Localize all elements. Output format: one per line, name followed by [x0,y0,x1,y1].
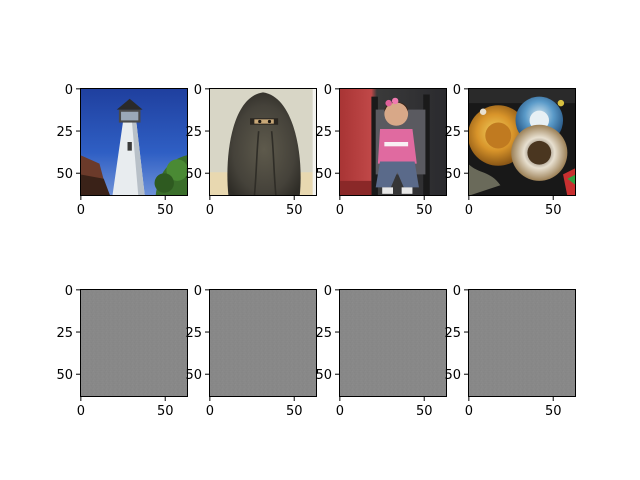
y-tick-label: 25 [315,326,332,341]
axes-frame [468,88,576,196]
y-tick-label: 50 [444,167,461,182]
x-tick-label: 50 [286,404,303,419]
x-tick-label: 50 [286,203,303,218]
axes-frame [209,289,317,397]
y-tick-label: 50 [185,167,202,182]
panel-image [80,88,188,196]
image-panel: 0 50 0 25 50 [444,284,576,419]
x-tick-label: 0 [206,404,214,419]
y-tick-label: 25 [444,125,461,140]
panel-image [209,88,317,197]
y-tick-label: 0 [65,284,73,299]
x-tick-label: 0 [206,203,214,218]
y-tick-label: 0 [65,83,73,98]
y-tick-label: 50 [56,368,73,383]
image-panel: 0 50 0 25 50 [185,83,317,218]
y-tick-label: 25 [185,326,202,341]
x-tick-label: 0 [77,404,85,419]
y-tick-label: 0 [453,83,461,98]
y-tick-label: 50 [185,368,202,383]
panel-image [80,289,188,397]
panel-image [468,88,576,196]
image-panel: 0 50 0 25 50 [56,284,188,419]
y-tick-label: 25 [315,125,332,140]
panel-image [468,289,576,397]
x-tick-label: 50 [545,203,562,218]
x-tick-label: 50 [157,404,174,419]
y-tick-label: 0 [324,83,332,98]
x-tick-label: 50 [545,404,562,419]
x-tick-label: 50 [416,404,433,419]
y-tick-label: 50 [315,368,332,383]
image-panel: 0 50 0 25 50 [315,83,447,218]
x-tick-label: 0 [465,203,473,218]
axes-frame [80,289,188,397]
y-tick-label: 50 [56,167,73,182]
y-tick-label: 25 [444,326,461,341]
y-tick-label: 0 [194,284,202,299]
axes-frame [468,289,576,397]
x-tick-label: 0 [77,203,85,218]
panel-image [339,88,447,196]
x-tick-label: 0 [336,404,344,419]
image-panel: 0 50 0 25 50 [185,284,317,419]
y-tick-label: 50 [444,368,461,383]
x-tick-label: 0 [336,203,344,218]
image-panel: 0 50 0 25 50 [315,284,447,419]
image-panel: 0 50 0 25 50 [56,83,188,218]
x-tick-label: 50 [157,203,174,218]
x-tick-label: 0 [465,404,473,419]
y-tick-label: 50 [315,167,332,182]
panel-image [339,289,447,397]
axes-frame [339,88,447,196]
y-tick-label: 25 [56,326,73,341]
x-tick-label: 50 [416,203,433,218]
y-tick-label: 25 [56,125,73,140]
axes-frame [339,289,447,397]
y-tick-label: 0 [194,83,202,98]
panel-image [209,289,317,397]
image-panel: 0 50 0 25 50 [444,83,576,218]
y-tick-label: 0 [324,284,332,299]
y-tick-label: 0 [453,284,461,299]
axes-frame [209,88,317,196]
axes-frame [80,88,188,196]
y-tick-label: 25 [185,125,202,140]
